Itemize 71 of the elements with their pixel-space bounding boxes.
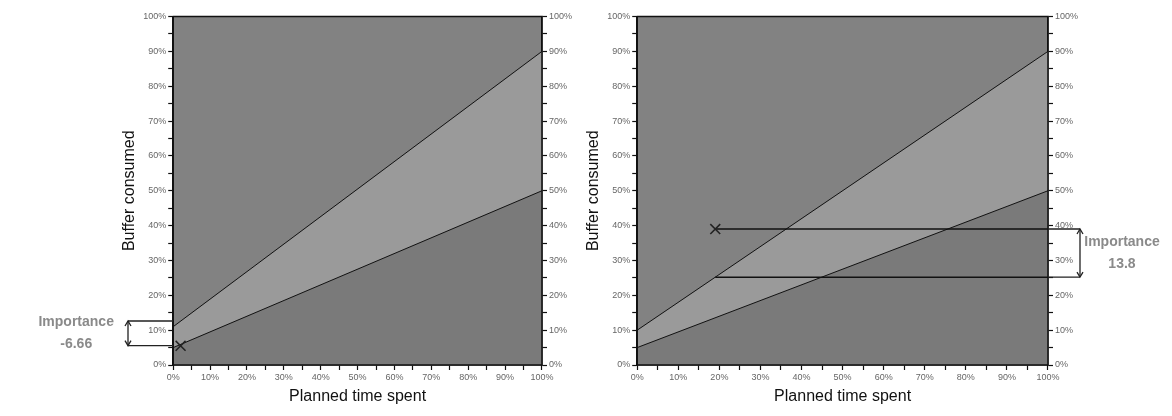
y-tick-label: 0% — [153, 359, 167, 370]
y2-tick-label: 80% — [548, 80, 567, 91]
x-tick-label: 10% — [669, 371, 688, 382]
y2-tick-label: 0% — [548, 359, 562, 370]
x-tick-label: 100% — [530, 371, 554, 382]
y-tick-label: 90% — [148, 45, 167, 56]
x-tick-label: 70% — [915, 371, 934, 382]
y2-tick-label: 20% — [1054, 289, 1073, 300]
y-tick-label: 90% — [612, 45, 631, 56]
x-tick-label: 90% — [496, 371, 515, 382]
y-tick-label: 10% — [612, 324, 631, 335]
x-tick-label: 80% — [459, 371, 478, 382]
y-tick-label: 20% — [148, 289, 167, 300]
x-tick-label: 30% — [751, 371, 770, 382]
y-tick-label: 60% — [612, 150, 631, 161]
x-tick-label: 0% — [166, 371, 180, 382]
y2-tick-label: 60% — [548, 150, 567, 161]
x-tick-label: 40% — [311, 371, 330, 382]
x-tick-label: 50% — [348, 371, 367, 382]
y-tick-label: 100% — [607, 10, 631, 21]
y2-tick-label: 40% — [1054, 220, 1073, 231]
y2-tick-label: 50% — [548, 185, 567, 196]
y2-tick-label: 90% — [548, 45, 567, 56]
y-axis-title: Buffer consumed — [584, 130, 602, 252]
x-tick-label: 70% — [422, 371, 441, 382]
x-tick-label: 30% — [274, 371, 293, 382]
x-tick-label: 50% — [833, 371, 852, 382]
y2-tick-label: 70% — [1054, 115, 1073, 126]
y-tick-label: 70% — [612, 115, 631, 126]
y2-tick-label: 100% — [548, 10, 573, 21]
x-tick-label: 80% — [956, 371, 975, 382]
y-tick-label: 80% — [148, 80, 167, 91]
y2-tick-label: 20% — [548, 289, 567, 300]
y-tick-label: 50% — [612, 185, 631, 196]
x-tick-label: 40% — [792, 371, 811, 382]
y-tick-label: 20% — [612, 289, 631, 300]
x-tick-label: 0% — [630, 371, 644, 382]
y-tick-label: 30% — [148, 254, 167, 265]
text: Importance -6.66 — [38, 313, 115, 352]
x-tick-label: 20% — [710, 371, 729, 382]
y2-tick-label: 30% — [548, 254, 567, 265]
y2-tick-label: 0% — [1054, 359, 1068, 370]
text: Importance 13.8 — [1084, 232, 1160, 271]
x-axis-title: Planned time spent — [774, 386, 912, 404]
y-tick-label: 40% — [612, 220, 631, 231]
x-tick-label: 10% — [201, 371, 220, 382]
y2-tick-label: 60% — [1054, 150, 1073, 161]
x-tick-label: 60% — [385, 371, 404, 382]
y2-tick-label: 40% — [548, 220, 567, 231]
y2-tick-label: 10% — [548, 324, 567, 335]
y2-tick-label: 10% — [1054, 324, 1073, 335]
y2-tick-label: 70% — [548, 115, 567, 126]
y-tick-label: 0% — [617, 359, 631, 370]
y-tick-label: 10% — [148, 324, 167, 335]
y2-tick-label: 50% — [1054, 185, 1073, 196]
y2-tick-label: 90% — [1054, 45, 1073, 56]
x-tick-label: 100% — [1036, 371, 1060, 382]
y2-tick-label: 80% — [1054, 80, 1073, 91]
y-tick-label: 60% — [148, 150, 167, 161]
x-tick-label: 90% — [997, 371, 1016, 382]
y-tick-label: 50% — [148, 185, 167, 196]
y-axis-title: Buffer consumed — [120, 130, 138, 252]
y-tick-label: 80% — [612, 80, 631, 91]
x-tick-label: 20% — [237, 371, 256, 382]
y-tick-label: 40% — [148, 220, 167, 231]
y-tick-label: 30% — [612, 254, 631, 265]
y2-tick-label: 100% — [1054, 10, 1079, 21]
y-tick-label: 70% — [148, 115, 167, 126]
y-tick-label: 100% — [143, 10, 167, 21]
x-axis-title: Planned time spent — [289, 386, 427, 404]
x-tick-label: 60% — [874, 371, 893, 382]
